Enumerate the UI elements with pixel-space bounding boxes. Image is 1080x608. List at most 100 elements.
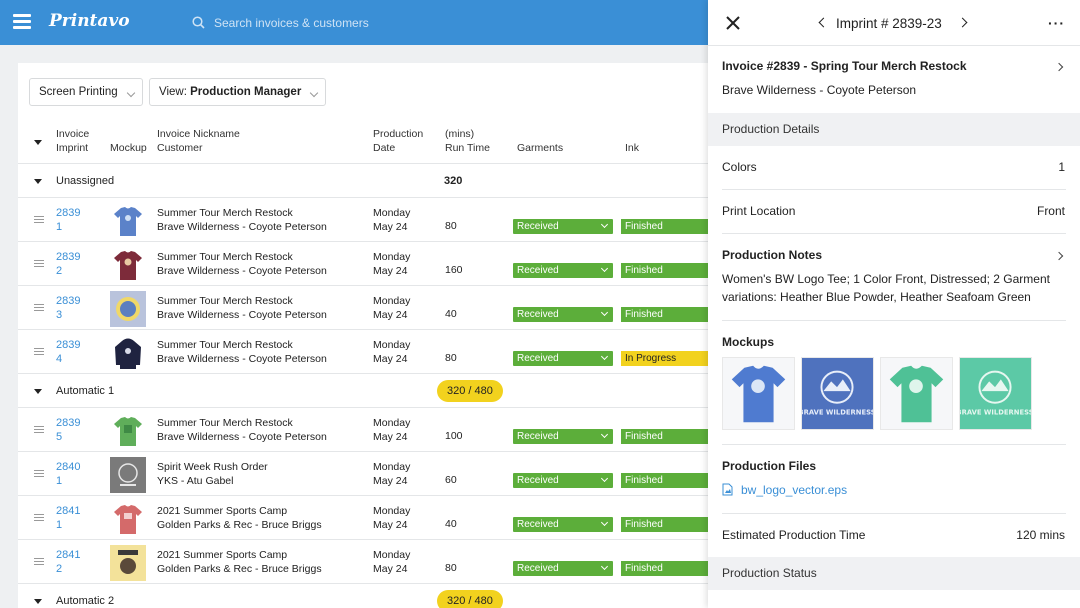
group-name: Unassigned — [56, 175, 115, 187]
ink-status-badge[interactable]: In Progress — [621, 351, 708, 366]
search-icon — [192, 16, 205, 29]
table-row[interactable]: 2839 5 Summer Tour Merch Restock Brave Wil… — [18, 407, 708, 451]
ink-status-badge[interactable]: Finished — [621, 429, 708, 444]
badge-print-mockup-thumbnail[interactable] — [110, 291, 146, 327]
drag-handle-icon[interactable] — [34, 558, 44, 566]
type-filter-dropdown[interactable]: Screen Printing — [29, 78, 143, 106]
app-logo[interactable]: Printavo — [49, 11, 130, 31]
invoice-link[interactable]: 2839 1 — [56, 206, 80, 234]
garments-status-dropdown[interactable]: Received — [513, 263, 613, 278]
invoice-link[interactable]: 2840 1 — [56, 460, 80, 488]
chevron-down-icon — [600, 264, 609, 273]
chevron-right-icon[interactable] — [957, 17, 968, 28]
group-row-unassigned[interactable]: Unassigned 320 — [18, 163, 708, 197]
garments-status-dropdown[interactable]: Received — [513, 307, 613, 322]
table-row[interactable]: 2840 1 Spirit Week Rush Order YKS - Atu Ga… — [18, 451, 708, 495]
mockup-blue-tee-image[interactable] — [722, 357, 795, 430]
group-row-automatic-2[interactable]: Automatic 2 320 / 480 — [18, 583, 708, 608]
chevron-left-icon[interactable] — [818, 17, 829, 28]
date-value: May 24 — [373, 265, 408, 277]
drag-handle-icon[interactable] — [34, 216, 44, 224]
col-header-runtime[interactable]: (mins) Run Time — [445, 127, 490, 155]
ink-status-badge[interactable]: Finished — [621, 307, 708, 322]
production-status-section: Production Status — [708, 557, 1080, 590]
invoice-title: Invoice #2839 - Spring Tour Merch Restoc… — [722, 59, 967, 73]
garments-status-dropdown[interactable]: Received — [513, 219, 613, 234]
garments-status-dropdown[interactable]: Received — [513, 561, 613, 576]
green-tee-mockup-thumbnail[interactable] — [110, 413, 146, 449]
chevron-right-icon[interactable] — [1054, 251, 1064, 261]
invoice-link[interactable]: 2839 5 — [56, 416, 80, 444]
ink-status-badge[interactable]: Finished — [621, 473, 708, 488]
group-total: 320 — [444, 175, 463, 187]
caret-down-icon[interactable] — [34, 179, 42, 184]
garments-status-dropdown[interactable]: Received — [513, 429, 613, 444]
divider — [722, 233, 1066, 234]
table-row[interactable]: 2839 4 Summer Tour Merch Restock Brave Wil… — [18, 329, 708, 373]
drag-handle-icon[interactable] — [34, 304, 44, 312]
mockup-green-artwork-image[interactable]: BRAVE WILDERNESS — [959, 357, 1032, 430]
col-nickname-label: Invoice Nickname — [157, 128, 240, 140]
date-value: May 24 — [373, 353, 408, 365]
date-day: Monday — [373, 505, 411, 517]
invoice-link[interactable]: 2839 3 — [56, 294, 80, 322]
caret-down-icon[interactable] — [34, 599, 42, 604]
drag-handle-icon[interactable] — [34, 470, 44, 478]
nickname-cell: 2021 Summer Sports Camp Golden Parks & Re… — [157, 504, 322, 532]
col-header-nickname[interactable]: Invoice Nickname Customer — [157, 127, 240, 155]
divider — [722, 513, 1066, 514]
col-header-invoice[interactable]: Invoice Imprint — [56, 127, 89, 155]
table-row[interactable]: 2841 1 2021 Summer Sports Camp Golden Park… — [18, 495, 708, 539]
mockup-blue-artwork-image[interactable]: BRAVE WILDERNESS — [801, 357, 874, 430]
divider — [722, 320, 1066, 321]
search-input[interactable] — [214, 13, 484, 33]
drag-handle-icon[interactable] — [34, 426, 44, 434]
invoice-nickname: 2021 Summer Sports Camp — [157, 505, 288, 517]
production-file-link[interactable]: bw_logo_vector.eps — [741, 483, 848, 497]
ink-status-badge[interactable]: Finished — [621, 219, 708, 234]
ink-status-badge[interactable]: Finished — [621, 517, 708, 532]
capacity-badge: 320 / 480 — [437, 590, 503, 608]
table-row[interactable]: 2841 2 2021 Summer Sports Camp Golden Park… — [18, 539, 708, 583]
chevron-right-icon[interactable] — [1054, 62, 1064, 72]
caret-down-icon[interactable] — [34, 389, 42, 394]
date-day: Monday — [373, 549, 411, 561]
view-filter-dropdown[interactable]: View: Production Manager — [149, 78, 327, 106]
date-day: Monday — [373, 295, 411, 307]
more-options-icon[interactable]: ··· — [1048, 15, 1065, 31]
drag-handle-icon[interactable] — [34, 260, 44, 268]
col-header-date[interactable]: Production Date — [373, 127, 423, 155]
customer-name: Brave Wilderness - Coyote Peterson — [157, 353, 327, 365]
garments-status-dropdown[interactable]: Received — [513, 351, 613, 366]
date-cell: Monday May 24 — [373, 250, 410, 278]
garments-status-dropdown[interactable]: Received — [513, 517, 613, 532]
table-row[interactable]: 2839 1 Summer Tour Merch Restock Brave Wil… — [18, 197, 708, 241]
nickname-cell: Summer Tour Merch Restock Brave Wildernes… — [157, 250, 327, 278]
garments-status-dropdown[interactable]: Received — [513, 473, 613, 488]
yellow-print-mockup-thumbnail[interactable] — [110, 545, 146, 581]
ink-status-badge[interactable]: Finished — [621, 561, 708, 576]
grey-print-mockup-thumbnail[interactable] — [110, 457, 146, 493]
invoice-link[interactable]: 2841 2 — [56, 548, 80, 576]
red-tee-mockup-thumbnail[interactable] — [110, 501, 146, 537]
invoice-link[interactable]: 2839 2 — [56, 250, 80, 278]
col-header-ink[interactable]: Ink — [625, 142, 640, 154]
table-row[interactable]: 2839 3 Summer Tour Merch Restock Brave Wil… — [18, 285, 708, 329]
blue-tee-mockup-thumbnail[interactable] — [110, 203, 146, 239]
navy-hoodie-mockup-thumbnail[interactable] — [110, 335, 146, 371]
drag-handle-icon[interactable] — [34, 348, 44, 356]
collapse-all-caret-icon[interactable] — [34, 140, 42, 145]
group-row-automatic-1[interactable]: Automatic 1 320 / 480 — [18, 373, 708, 407]
mockup-green-tee-image[interactable] — [880, 357, 953, 430]
col-header-garments[interactable]: Garments — [517, 142, 564, 154]
menu-icon[interactable] — [13, 14, 31, 29]
table-row[interactable]: 2839 2 Summer Tour Merch Restock Brave Wil… — [18, 241, 708, 285]
maroon-tee-mockup-thumbnail[interactable] — [110, 247, 146, 283]
invoice-link[interactable]: 2841 1 — [56, 504, 80, 532]
invoice-link[interactable]: 2839 4 — [56, 338, 80, 366]
drag-handle-icon[interactable] — [34, 514, 44, 522]
search-bar[interactable] — [192, 13, 492, 33]
top-bar: Printavo — [0, 0, 708, 45]
close-icon[interactable] — [726, 16, 740, 30]
ink-status-badge[interactable]: Finished — [621, 263, 708, 278]
